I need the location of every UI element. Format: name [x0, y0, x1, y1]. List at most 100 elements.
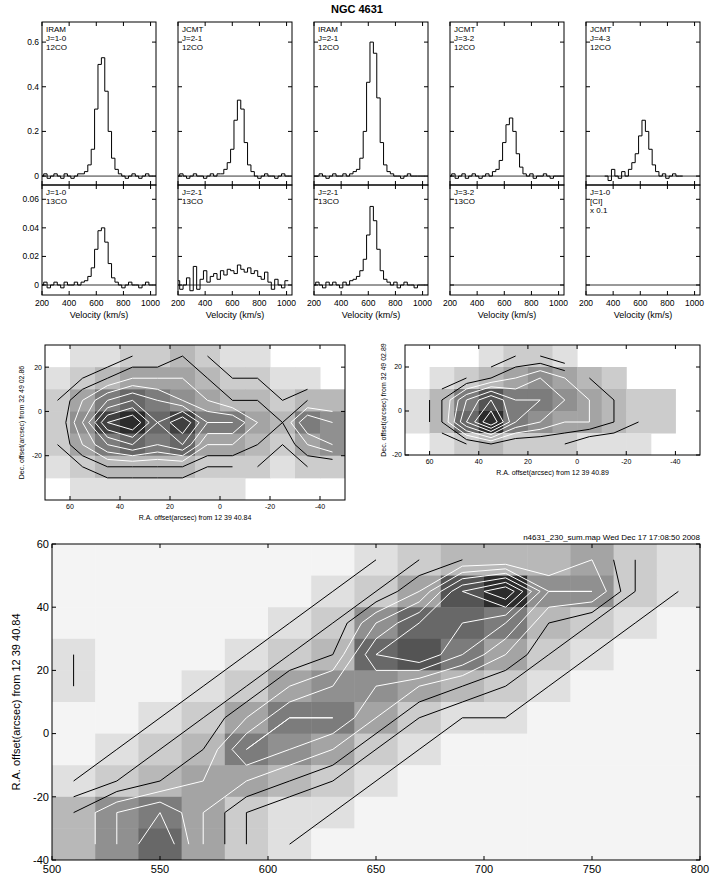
cell	[311, 828, 355, 860]
y-tick	[696, 227, 700, 228]
cell	[454, 433, 479, 455]
label: 600	[225, 298, 239, 308]
x-tick	[368, 185, 369, 189]
x-tick	[694, 291, 695, 295]
label: 60	[37, 538, 49, 550]
x-tick	[586, 22, 587, 26]
cell	[441, 765, 485, 797]
cell	[484, 828, 528, 860]
y-tick	[45, 455, 49, 456]
contour	[430, 356, 639, 444]
label: J=4-3	[590, 34, 611, 43]
cell	[527, 702, 571, 734]
x-tick	[667, 291, 668, 295]
cell	[484, 765, 528, 797]
cell	[657, 797, 700, 829]
x-tick	[220, 496, 221, 500]
contour	[95, 560, 606, 844]
label: -20	[265, 503, 275, 510]
x-tick	[232, 22, 233, 26]
label: Velocity (km/s)	[478, 310, 537, 320]
cell	[614, 828, 658, 860]
x-tick	[96, 181, 97, 185]
x-tick	[429, 451, 430, 455]
x-tick	[613, 181, 614, 185]
cell	[602, 433, 627, 455]
spectrum	[314, 42, 424, 178]
cell	[602, 367, 627, 390]
x-tick	[170, 496, 171, 500]
spectrum	[178, 100, 288, 178]
label: 40	[37, 601, 49, 613]
cell	[527, 828, 571, 860]
contour	[58, 356, 308, 478]
label: 12CO	[590, 43, 611, 52]
y-tick	[696, 42, 700, 43]
x-tick	[577, 345, 578, 349]
label: x 0.1	[590, 206, 608, 215]
label: 400	[606, 298, 620, 308]
cell	[398, 828, 442, 860]
label: 600	[497, 298, 511, 308]
cell	[245, 345, 271, 368]
x-tick	[422, 22, 423, 26]
frame	[42, 185, 156, 295]
cell	[95, 544, 139, 576]
x-tick	[504, 22, 505, 26]
x-tick	[232, 291, 233, 295]
ground	[45, 345, 345, 500]
cell	[170, 478, 196, 500]
y-tick	[152, 199, 156, 200]
spectrum	[42, 58, 152, 179]
label: -40	[315, 503, 325, 510]
y-tick	[560, 227, 564, 228]
x-tick	[694, 185, 695, 189]
plot-area	[178, 265, 292, 291]
label: 400	[62, 298, 76, 308]
plot-area	[450, 118, 564, 178]
x-tick	[320, 345, 321, 349]
cell	[270, 367, 296, 390]
cell	[95, 576, 139, 608]
y-tick	[178, 256, 182, 257]
x-tick	[477, 291, 478, 295]
contour	[442, 363, 614, 444]
x-tick	[477, 22, 478, 26]
plot-area	[42, 58, 156, 179]
x-tick	[531, 291, 532, 295]
x-tick	[259, 291, 260, 295]
x-tick	[577, 451, 578, 455]
x-tick	[178, 22, 179, 26]
y-tick	[560, 256, 564, 257]
cell	[626, 433, 651, 455]
y-tick	[424, 86, 428, 87]
spectrum	[450, 118, 560, 178]
y-tick	[52, 670, 56, 671]
baseline	[450, 285, 564, 286]
plot-area	[52, 544, 700, 860]
y-tick	[696, 670, 700, 671]
label: Velocity (km/s)	[206, 310, 265, 320]
cell	[268, 797, 312, 829]
x-tick	[368, 22, 369, 26]
label: 12CO	[318, 43, 339, 52]
y-tick	[314, 86, 318, 87]
cell	[657, 607, 700, 639]
y-tick	[450, 227, 454, 228]
x-tick	[395, 181, 396, 185]
x-tick	[120, 496, 121, 500]
cell	[354, 828, 398, 860]
cell	[626, 389, 651, 412]
x-tick	[478, 345, 479, 349]
contour	[448, 371, 589, 441]
contour	[101, 408, 191, 438]
y-tick	[586, 86, 590, 87]
label: Dec. offset(arcsec) from 32 49 02.89	[380, 343, 388, 457]
contour	[95, 400, 199, 444]
y-tick	[52, 733, 56, 734]
x-tick	[205, 291, 206, 295]
label: 650	[367, 863, 385, 875]
x-tick	[96, 22, 97, 26]
plot-area	[45, 345, 345, 500]
cell	[225, 607, 269, 639]
